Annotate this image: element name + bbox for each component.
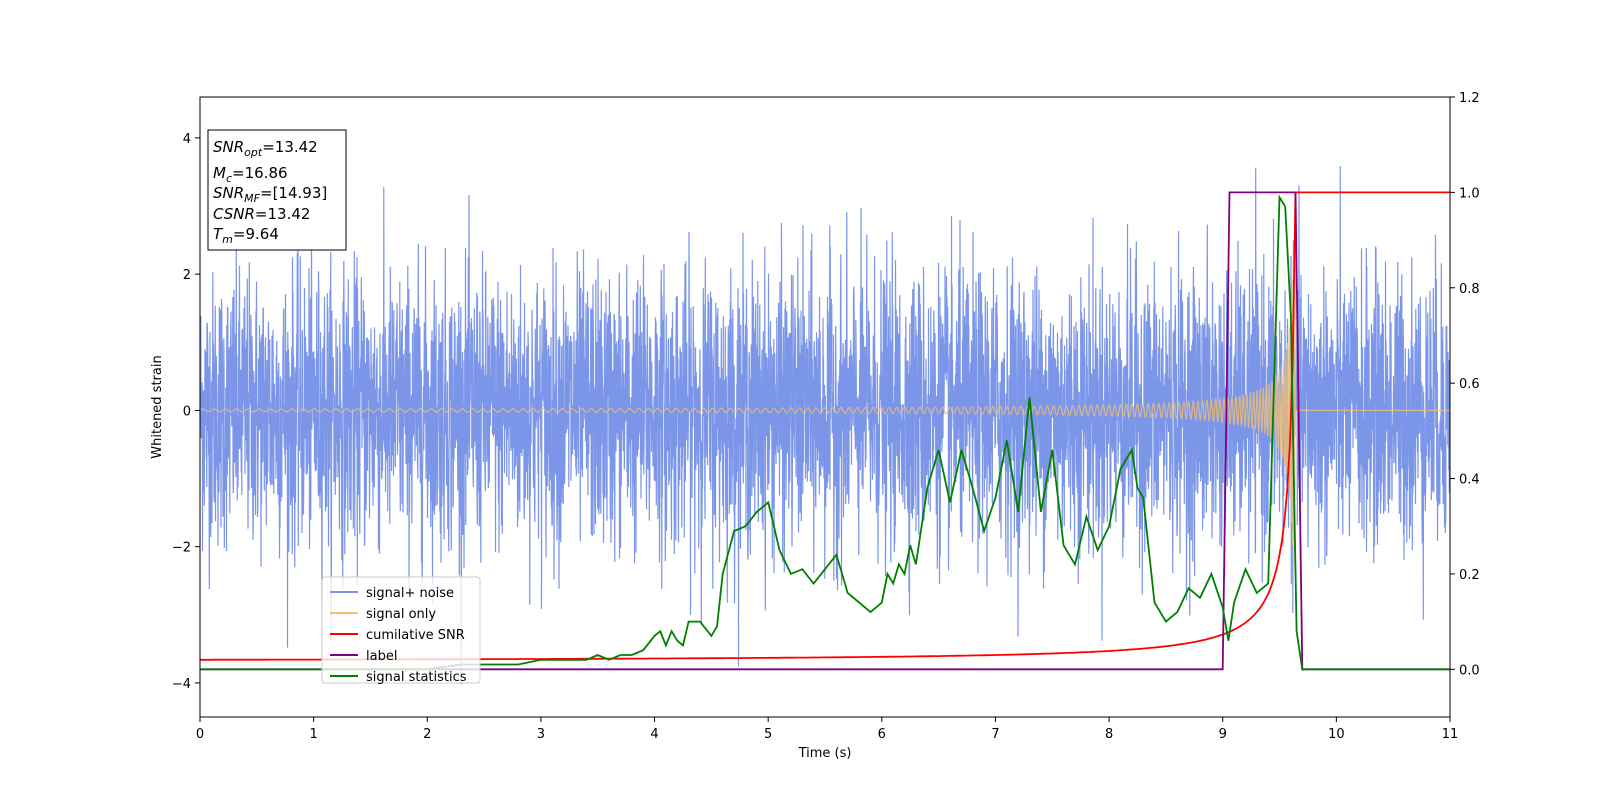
x-tick-label: 0 [196, 727, 204, 742]
legend-label: signal+ noise [366, 586, 454, 601]
x-tick-label: 6 [878, 727, 886, 742]
left-tick-label: 0 [183, 404, 191, 419]
info-mc: Mc=16.86 [213, 164, 288, 185]
info-snr-opt: SNRopt=13.42 [213, 138, 318, 159]
x-tick-label: 3 [537, 727, 545, 742]
x-tick-label: 2 [423, 727, 431, 742]
x-axis-label: Time (s) [798, 746, 852, 761]
x-tick-label: 10 [1328, 727, 1345, 742]
right-tick-label: 0.4 [1459, 473, 1480, 488]
right-tick-label: 0.2 [1459, 568, 1480, 583]
y-axis-label: Whitened strain [150, 355, 165, 458]
info-box-frame [207, 129, 347, 251]
x-tick-label: 5 [764, 727, 772, 742]
x-tick-label: 11 [1442, 727, 1459, 742]
x-tick-label: 7 [991, 727, 999, 742]
x-tick-label: 1 [309, 727, 317, 742]
legend-frame [321, 576, 481, 684]
right-tick-label: 1.2 [1459, 91, 1480, 106]
legend-label: signal statistics [366, 670, 467, 685]
x-tick-label: 4 [650, 727, 658, 742]
info-tm: Tm=9.64 [213, 225, 279, 246]
left-y-axis: −4 −2 0 2 4 [172, 132, 200, 692]
x-tick-label: 8 [1105, 727, 1113, 742]
info-csnr: CSNR=13.42 [213, 205, 310, 223]
x-tick-label: 9 [1219, 727, 1227, 742]
legend-label: label [366, 649, 397, 664]
legend-label: signal only [366, 607, 436, 622]
series-signal-noise-line [200, 166, 1450, 685]
left-tick-label: −2 [172, 541, 191, 556]
right-tick-label: 1.0 [1459, 186, 1480, 201]
left-tick-label: 2 [183, 268, 191, 283]
right-tick-label: 0.6 [1459, 377, 1480, 392]
left-tick-label: −4 [172, 677, 191, 692]
series-signal-statistics-line [200, 194, 1450, 671]
x-axis: 0 1 2 3 4 5 6 7 8 9 10 11 [196, 717, 1458, 742]
axes-frame [199, 96, 1451, 718]
left-tick-label: 4 [183, 132, 191, 147]
right-tick-label: 0.0 [1459, 663, 1480, 678]
legend-label: cumilative SNR [366, 628, 465, 643]
info-box: SNRopt=13.42 Mc=16.86 SNRMF=[14.93] CSNR… [207, 129, 347, 251]
series-signal-only-line [200, 256, 1450, 567]
info-snr-mf: SNRMF=[14.93] [213, 184, 327, 205]
right-y-axis: 0.0 0.2 0.4 0.6 0.8 1.0 1.2 [1450, 91, 1480, 678]
right-tick-label: 0.8 [1459, 282, 1480, 297]
legend: signal+ noise signal only cumilative SNR la… [321, 576, 481, 685]
